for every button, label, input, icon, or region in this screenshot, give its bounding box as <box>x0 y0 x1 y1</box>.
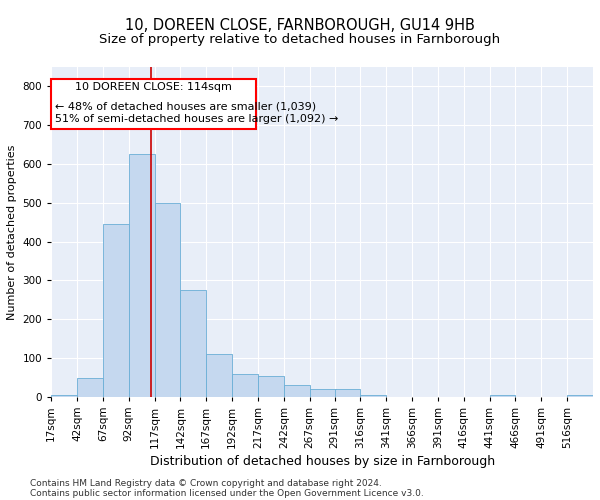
Text: 10, DOREEN CLOSE, FARNBOROUGH, GU14 9HB: 10, DOREEN CLOSE, FARNBOROUGH, GU14 9HB <box>125 18 475 32</box>
Bar <box>129 154 155 397</box>
Text: ← 48% of detached houses are smaller (1,039): ← 48% of detached houses are smaller (1,… <box>55 101 316 111</box>
Bar <box>335 389 361 397</box>
Bar <box>567 395 593 397</box>
Bar <box>206 354 232 397</box>
Bar <box>490 395 515 397</box>
Bar <box>310 389 335 397</box>
Text: 51% of semi-detached houses are larger (1,092) →: 51% of semi-detached houses are larger (… <box>55 114 338 124</box>
Text: Size of property relative to detached houses in Farnborough: Size of property relative to detached ho… <box>100 32 500 46</box>
FancyBboxPatch shape <box>51 78 256 129</box>
Bar <box>258 376 284 397</box>
Text: 10 DOREEN CLOSE: 114sqm: 10 DOREEN CLOSE: 114sqm <box>75 82 232 92</box>
Bar <box>361 395 386 397</box>
Text: Contains HM Land Registry data © Crown copyright and database right 2024.: Contains HM Land Registry data © Crown c… <box>30 478 382 488</box>
X-axis label: Distribution of detached houses by size in Farnborough: Distribution of detached houses by size … <box>149 455 494 468</box>
Text: Contains public sector information licensed under the Open Government Licence v3: Contains public sector information licen… <box>30 488 424 498</box>
Bar <box>232 374 258 397</box>
Bar <box>103 224 129 397</box>
Bar <box>77 378 103 397</box>
Y-axis label: Number of detached properties: Number of detached properties <box>7 144 17 320</box>
Bar <box>284 386 310 397</box>
Bar <box>51 395 77 397</box>
Bar <box>155 203 181 397</box>
Bar <box>181 290 206 397</box>
